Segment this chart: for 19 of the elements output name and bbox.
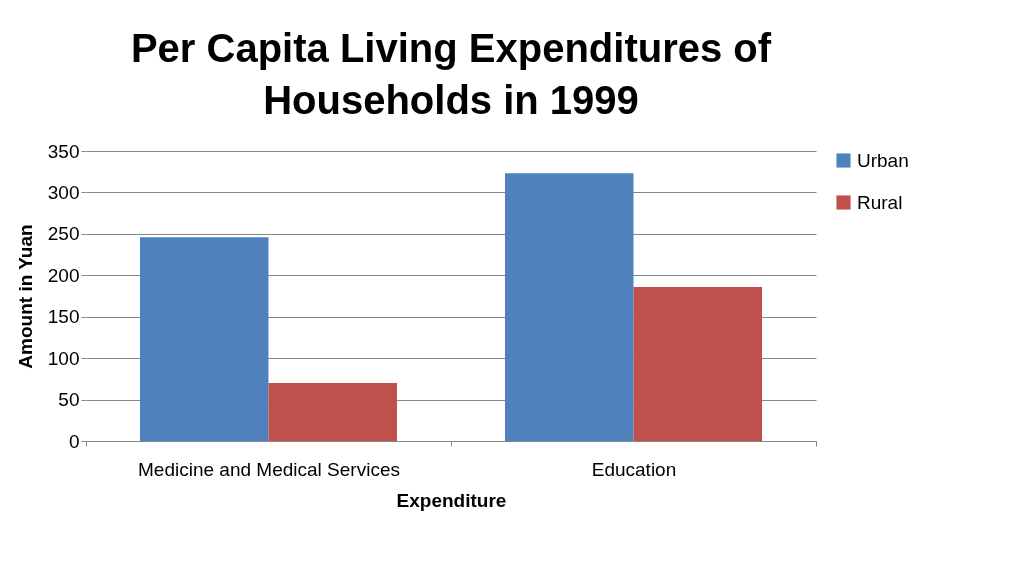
bar [504,173,634,441]
legend-label: Rural [857,191,903,213]
x-tick-label: Medicine and Medical Services [138,458,400,480]
bar [633,286,763,441]
x-tick-label: Education [591,458,677,480]
y-tick-label: 150 [47,306,80,328]
x-axis-title: Expenditure [396,489,507,511]
y-tick-label: 300 [47,181,80,203]
bar [139,237,269,441]
bar [268,383,398,441]
y-tick-label: 200 [47,264,80,286]
y-tick-label: 50 [58,389,80,411]
y-tick-label: 0 [68,430,80,452]
y-axis-title: Amount in Yuan [14,224,36,369]
y-tick-label: 350 [47,140,80,162]
y-tick-label: 100 [47,347,80,369]
chart-title: Per Capita Living Expenditures of Households in 1999 [130,26,772,122]
y-tick-label: 250 [47,223,80,245]
legend-label: Urban [857,149,909,171]
